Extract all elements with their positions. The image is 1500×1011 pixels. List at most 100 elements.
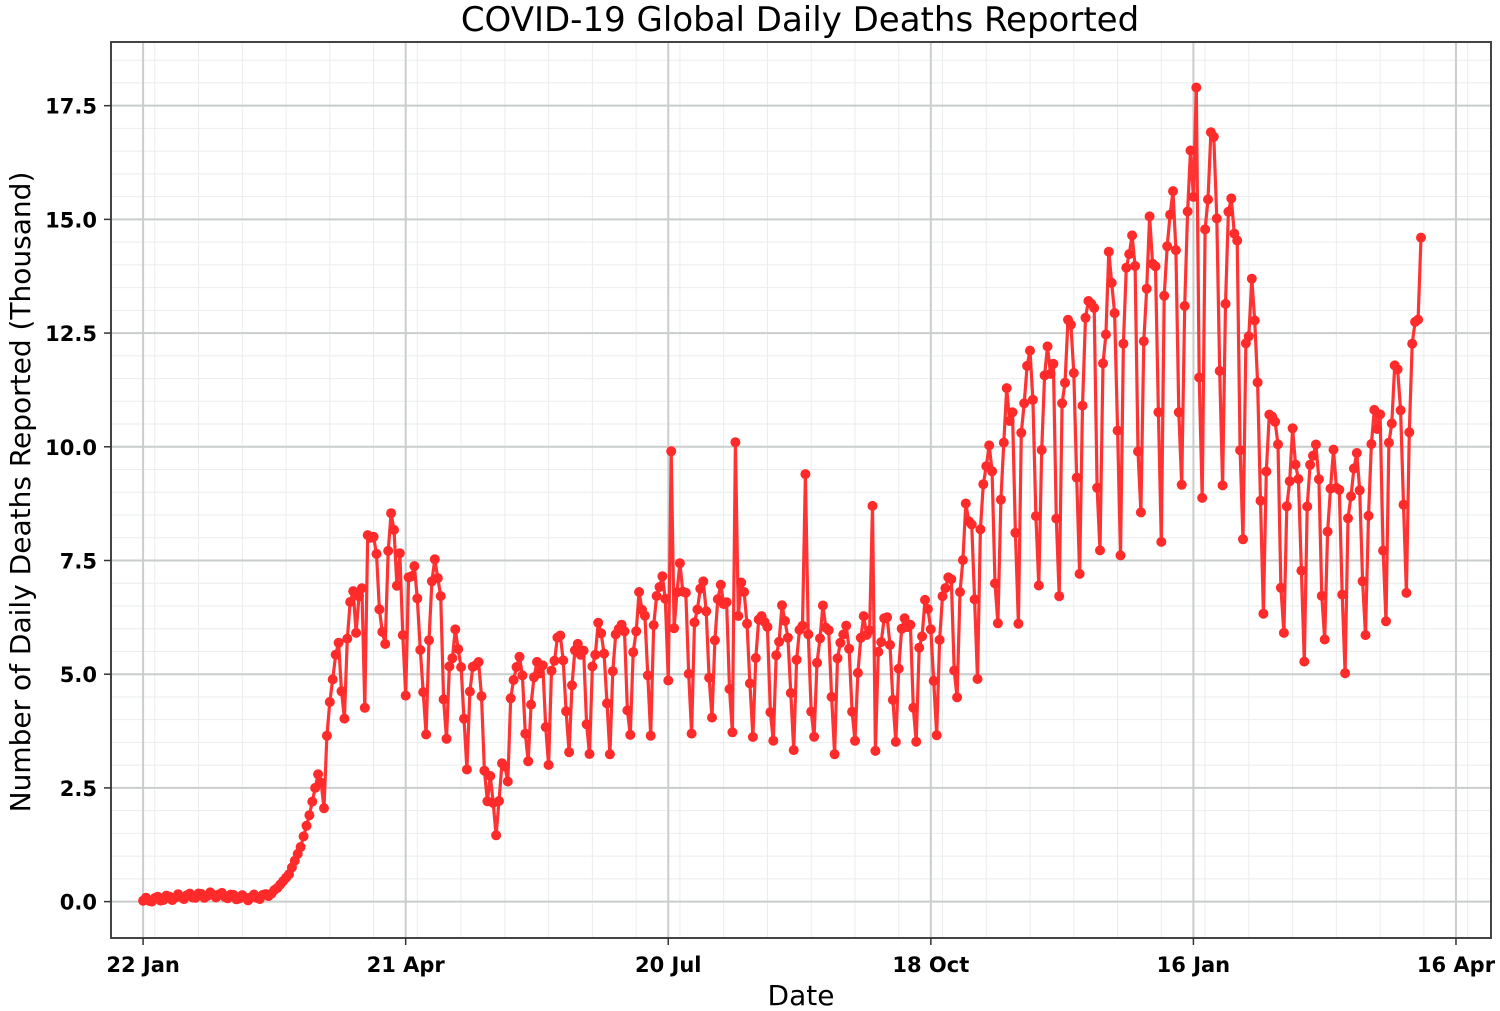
data-point xyxy=(809,731,820,742)
data-point xyxy=(946,574,957,585)
data-point xyxy=(593,617,604,628)
data-point xyxy=(599,648,610,659)
data-point xyxy=(733,611,744,621)
x-tick-label: 16 Jan xyxy=(1157,953,1230,977)
data-point xyxy=(502,776,513,787)
data-point xyxy=(1022,360,1033,371)
data-point xyxy=(505,693,516,704)
data-point xyxy=(514,651,525,662)
data-point xyxy=(955,587,965,597)
data-point xyxy=(1007,407,1018,418)
data-point xyxy=(298,831,309,842)
x-axis-label: Date xyxy=(768,979,835,1011)
data-point xyxy=(1246,273,1257,284)
data-point xyxy=(520,728,531,739)
data-point xyxy=(826,691,837,702)
data-point xyxy=(450,624,461,635)
data-point xyxy=(424,635,434,646)
data-point xyxy=(771,650,782,661)
data-point xyxy=(931,730,942,741)
data-point xyxy=(742,618,752,629)
data-point xyxy=(885,639,895,650)
data-point xyxy=(969,594,980,605)
data-point xyxy=(686,728,697,739)
data-point xyxy=(1065,319,1076,330)
data-point xyxy=(1313,474,1324,485)
data-point xyxy=(304,810,315,821)
data-point xyxy=(1112,425,1123,436)
data-point xyxy=(578,645,589,656)
data-point xyxy=(777,600,787,611)
data-point xyxy=(383,545,394,556)
data-point xyxy=(788,745,799,756)
data-point xyxy=(704,672,715,683)
data-point xyxy=(960,498,971,509)
data-point xyxy=(806,706,817,717)
data-point xyxy=(998,437,1009,448)
data-point xyxy=(619,626,630,637)
data-point xyxy=(1027,394,1038,405)
data-point xyxy=(534,668,545,679)
data-point xyxy=(774,636,785,647)
data-point xyxy=(1255,495,1266,506)
grid xyxy=(110,42,1491,938)
data-point xyxy=(412,593,423,604)
data-point xyxy=(782,632,793,643)
data-point xyxy=(491,830,502,841)
data-point xyxy=(957,555,968,566)
data-point xyxy=(1278,627,1289,638)
data-point xyxy=(1010,527,1021,538)
data-point xyxy=(564,747,575,758)
data-point xyxy=(441,733,452,744)
data-point xyxy=(683,668,694,679)
data-point xyxy=(940,583,951,594)
data-point xyxy=(847,706,858,717)
data-point xyxy=(406,571,417,582)
data-point xyxy=(1348,463,1359,474)
data-point xyxy=(709,635,720,646)
data-point xyxy=(409,561,420,572)
data-point xyxy=(937,591,948,602)
data-point xyxy=(736,577,747,588)
data-point xyxy=(639,610,650,621)
data-point xyxy=(316,777,327,788)
data-point xyxy=(727,727,738,738)
data-point xyxy=(721,597,732,608)
data-point xyxy=(876,637,887,648)
data-point xyxy=(829,749,840,760)
data-point xyxy=(949,665,960,676)
data-point xyxy=(1322,526,1333,537)
data-point xyxy=(1057,398,1068,409)
data-point xyxy=(1270,416,1281,427)
data-point xyxy=(394,548,405,559)
data-point xyxy=(555,630,566,641)
data-point xyxy=(1060,377,1070,388)
data-point xyxy=(1197,492,1208,503)
data-point xyxy=(870,745,881,756)
data-point xyxy=(925,624,936,635)
data-point xyxy=(887,694,898,705)
data-point xyxy=(1249,315,1260,326)
data-point xyxy=(1188,191,1199,202)
data-point xyxy=(1360,630,1371,641)
data-point xyxy=(995,494,1006,505)
data-point xyxy=(841,620,852,631)
data-point xyxy=(607,666,618,677)
data-point xyxy=(864,625,875,636)
data-point xyxy=(689,617,700,628)
data-point xyxy=(319,803,329,814)
data-point xyxy=(1045,368,1056,379)
data-point xyxy=(744,678,755,689)
data-point xyxy=(832,653,843,664)
y-tick-label: 17.5 xyxy=(45,95,97,119)
data-point xyxy=(1144,211,1155,222)
data-point xyxy=(587,661,598,672)
data-point xyxy=(762,622,773,632)
y-tick-label: 10.0 xyxy=(45,436,97,460)
data-point xyxy=(1159,290,1170,301)
data-point xyxy=(1305,459,1316,470)
data-point xyxy=(1214,366,1225,376)
data-point xyxy=(1127,230,1138,241)
data-point xyxy=(987,466,998,477)
data-point xyxy=(785,688,796,698)
